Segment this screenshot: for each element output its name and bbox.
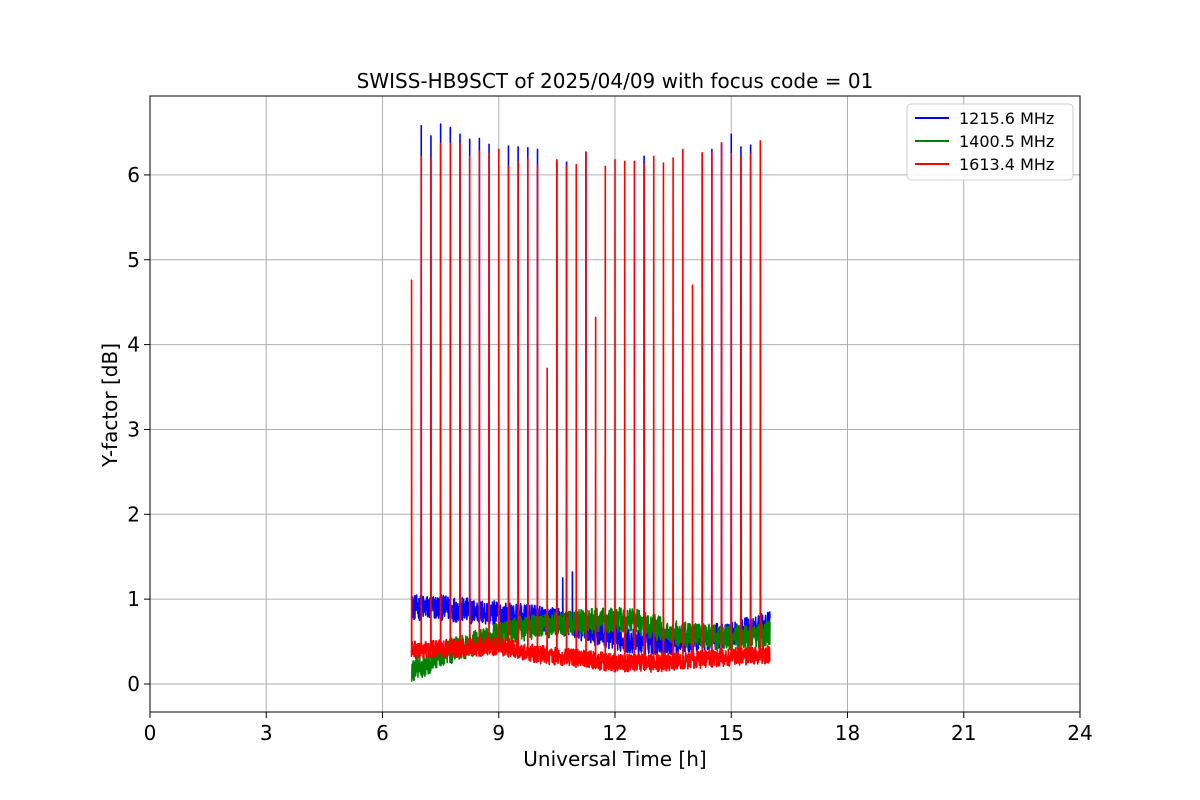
y-tick-label-4: 4 xyxy=(127,333,140,357)
legend: 1215.6 MHz 1400.5 MHz 1613.4 MHz xyxy=(906,103,1074,181)
x-tick-label-2: 6 xyxy=(376,721,389,745)
y-tick-label-6: 6 xyxy=(127,163,140,187)
x-axis-label: Universal Time [h] xyxy=(523,747,706,771)
series-layer xyxy=(410,123,771,682)
x-axis: 0 3 6 9 12 15 18 21 24 xyxy=(144,712,1093,745)
legend-box xyxy=(906,103,1074,181)
y-tick-label-2: 2 xyxy=(127,502,140,526)
y-axis-label: Y-factor [dB] xyxy=(98,343,122,468)
x-tick-label-4: 12 xyxy=(602,721,627,745)
y-tick-label-0: 0 xyxy=(127,672,140,696)
y-tick-label-1: 1 xyxy=(127,587,140,611)
y-axis: 0 1 2 3 4 5 6 xyxy=(127,163,150,696)
x-tick-label-5: 15 xyxy=(719,721,744,745)
series-line-2 xyxy=(410,140,771,673)
x-tick-label-0: 0 xyxy=(144,721,157,745)
x-tick-label-7: 21 xyxy=(951,721,976,745)
x-tick-label-3: 9 xyxy=(492,721,505,745)
y-tick-label-3: 3 xyxy=(127,417,140,441)
chart-title: SWISS-HB9SCT of 2025/04/09 with focus co… xyxy=(357,69,874,93)
legend-label-2: 1613.4 MHz xyxy=(959,155,1054,174)
x-tick-label-6: 18 xyxy=(835,721,860,745)
x-tick-label-8: 24 xyxy=(1067,721,1092,745)
y-tick-label-5: 5 xyxy=(127,248,140,272)
legend-label-1: 1400.5 MHz xyxy=(959,132,1054,151)
x-tick-label-1: 3 xyxy=(260,721,273,745)
legend-label-0: 1215.6 MHz xyxy=(959,109,1054,128)
